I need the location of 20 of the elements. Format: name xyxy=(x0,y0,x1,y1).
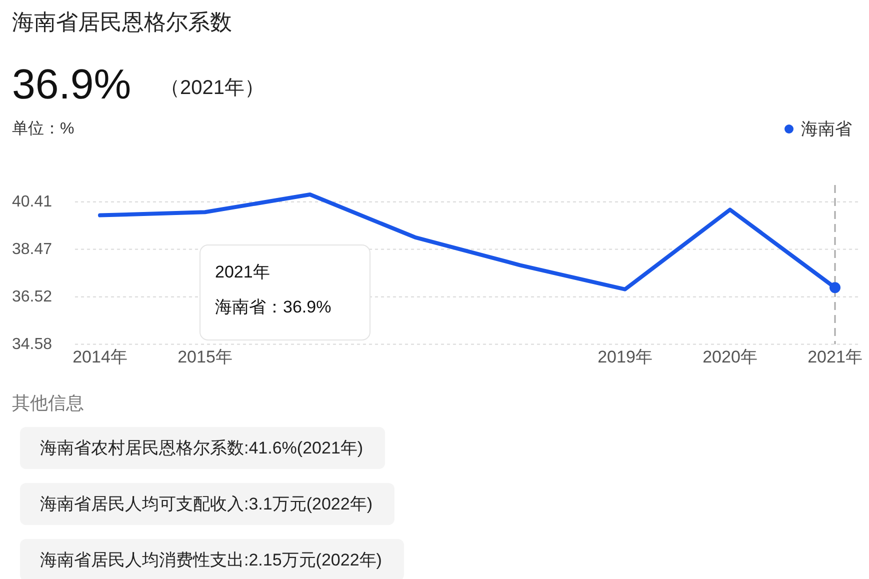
x-tick-label: 2020年 xyxy=(702,348,758,366)
y-tick-label: 36.52 xyxy=(12,288,52,306)
x-tick-label: 2021年 xyxy=(808,348,862,366)
text: （2021年） xyxy=(160,77,264,99)
x-tick-label: 2015年 xyxy=(178,348,232,366)
annotation: 海南省：36.9% xyxy=(215,298,332,316)
y-tick-label: 40.41 xyxy=(12,193,52,210)
y-tick-label: 38.47 xyxy=(12,240,52,258)
text: 海南省居民人均可支配收入:3.1万元(2022年) xyxy=(40,494,372,514)
x-tick-label: 2014年 xyxy=(72,348,128,366)
chart-title: 海南省居民恩格尔系数 xyxy=(12,10,232,34)
x-tick-label: 2019年 xyxy=(598,348,652,366)
y-axis-title: 单位：% xyxy=(12,120,74,138)
text: 其他信息 xyxy=(12,393,84,413)
text: 海南省居民人均消费性支出:2.15万元(2022年) xyxy=(40,550,382,570)
text: 36.9% xyxy=(12,60,132,108)
legend-label: 海南省 xyxy=(801,120,852,138)
y-tick-label: 34.58 xyxy=(12,336,52,353)
annotation: 2021年 xyxy=(215,262,270,282)
text: 海南省农村居民恩格尔系数:41.6%(2021年) xyxy=(40,438,364,458)
